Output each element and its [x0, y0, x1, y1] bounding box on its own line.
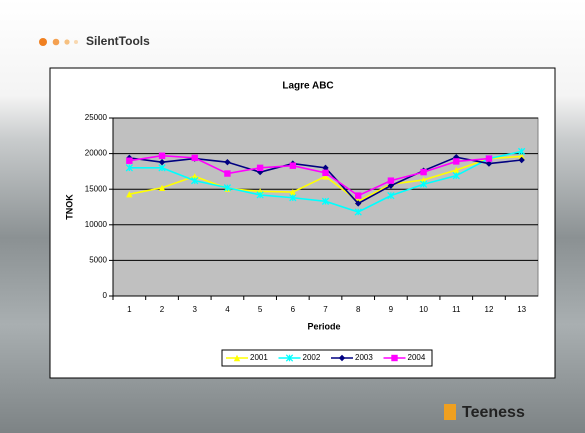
marker [388, 177, 394, 183]
slide: SilentTools Teeness Lagre ABC Periode TN… [0, 0, 585, 433]
marker [126, 158, 132, 164]
y-tick-label: 15000 [85, 184, 108, 193]
x-tick-label: 3 [193, 305, 198, 314]
marker [453, 158, 459, 164]
marker [391, 355, 397, 361]
brand-icon [444, 404, 456, 420]
marker [290, 163, 296, 169]
y-tick-label: 5000 [89, 256, 107, 265]
x-tick-label: 5 [258, 305, 263, 314]
marker [355, 192, 361, 198]
y-axis-label: TNOK [64, 194, 74, 220]
legend-label: 2001 [250, 353, 268, 362]
plot-area [113, 118, 538, 296]
x-tick-label: 12 [485, 305, 494, 314]
x-tick-label: 11 [452, 305, 461, 314]
y-tick-label: 0 [103, 291, 108, 300]
x-tick-label: 1 [127, 305, 132, 314]
marker [159, 153, 165, 159]
x-tick-label: 10 [419, 305, 428, 314]
logo-text: SilentTools [86, 34, 150, 48]
marker [192, 155, 198, 161]
x-tick-label: 8 [356, 305, 361, 314]
logo-dot [39, 38, 47, 46]
x-tick-label: 4 [225, 305, 230, 314]
logo-dot [74, 40, 78, 44]
marker [322, 170, 328, 176]
x-tick-label: 9 [389, 305, 394, 314]
legend-label: 2004 [408, 353, 426, 362]
marker [224, 170, 230, 176]
marker [257, 165, 263, 171]
legend-label: 2002 [303, 353, 321, 362]
brand-text: Teeness [462, 404, 525, 421]
marker [420, 169, 426, 175]
marker [486, 155, 492, 161]
chart-title: Lagre ABC [282, 81, 333, 92]
y-tick-label: 10000 [85, 220, 108, 229]
x-axis-label: Periode [307, 321, 340, 331]
x-tick-label: 6 [291, 305, 296, 314]
page: {"header": {"logo": "SilentTools"}, "foo… [0, 0, 585, 433]
logo-dot [64, 39, 69, 44]
x-tick-label: 2 [160, 305, 165, 314]
logo-dot [53, 39, 60, 46]
x-tick-label: 13 [517, 305, 526, 314]
y-tick-label: 25000 [85, 113, 108, 122]
y-tick-label: 20000 [85, 149, 108, 158]
x-tick-label: 7 [323, 305, 328, 314]
legend-label: 2003 [355, 353, 373, 362]
